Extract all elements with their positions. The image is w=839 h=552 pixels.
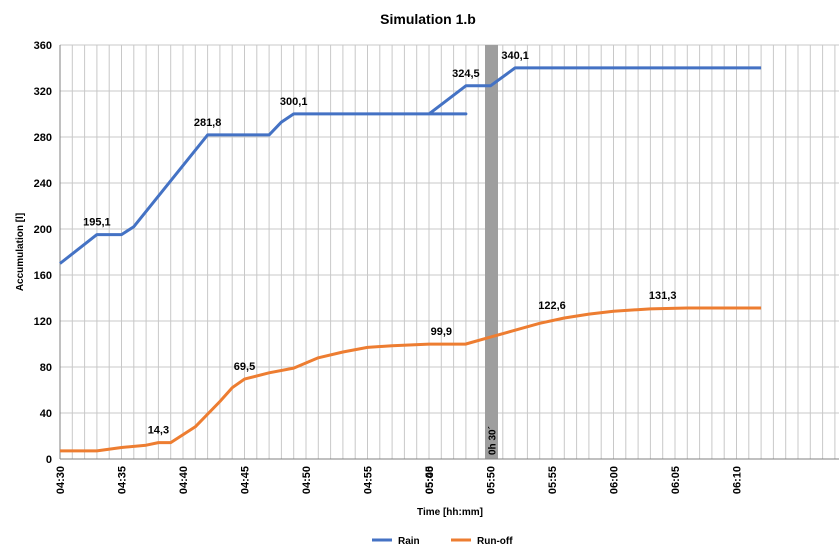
data-label: 69,5 [234,361,255,373]
data-label: 281,8 [194,117,222,129]
y-tick-label: 0 [46,454,52,466]
data-label: 131,3 [649,290,677,302]
x-tick-label: 04:35 [117,466,129,494]
x-tick-label: 05:45 [424,466,436,494]
y-tick-label: 280 [34,132,52,144]
y-tick-label: 40 [40,408,52,420]
y-tick-label: 240 [34,178,52,190]
y-tick-label: 80 [40,362,52,374]
x-tick-label: 05:55 [547,466,559,494]
y-tick-label: 160 [34,270,52,282]
x-tick-label: 05:50 [486,466,498,494]
data-label: 99,9 [431,326,452,338]
data-labels: 195,1 281,8 300,1 324,5 340,1 14,3 69,5 99,9 122… [83,50,676,437]
x-tick-label: 06:10 [732,466,744,494]
x-axis-label: Time [hh:mm] [417,507,483,518]
data-label: 324,5 [452,68,480,80]
x-tick-label: 06:05 [670,466,682,494]
data-label: 340,1 [501,50,529,62]
x-tick-label: 04:40 [178,466,190,494]
x-tick-label: 04:30 [55,466,67,494]
y-tick-label: 320 [34,86,52,98]
legend-label-rain: Rain [398,536,420,547]
x-tick-label: 04:55 [363,466,375,494]
x-tick-label: 04:50 [301,466,313,494]
series-line-rain [59,66,762,265]
y-tick-label: 200 [34,224,52,236]
break-band [485,45,498,459]
x-tick-label: 06:00 [609,466,621,494]
data-label: 122,6 [538,300,566,312]
y-tick-label: 120 [34,316,52,328]
gridlines [59,44,839,460]
y-tick-label: 360 [34,40,52,52]
axes [59,45,839,460]
series-line-run-off [60,306,762,453]
series-lines [59,66,762,453]
break-band-group: 0h 30´ [485,45,499,459]
x-tick-label: 04:45 [240,466,252,494]
legend-label-run-off: Run-off [477,536,513,547]
x-tick-label: 05:00 [424,466,436,494]
chart-title: Simulation 1.b [380,11,476,27]
legend: Rain Run-off [372,536,513,547]
break-band-label: 0h 30´ [488,426,499,455]
data-label: 195,1 [83,217,111,229]
x-tick-labels: 04:30 04:35 04:40 04:45 04:50 04:55 05:0005:45… [55,466,744,494]
data-label: 14,3 [148,425,169,437]
data-label: 300,1 [280,96,308,108]
y-axis-label: Accumulation [l] [15,213,26,291]
y-tick-labels: 0 40 80 120 160 200 240 280 320 360 [34,40,52,466]
